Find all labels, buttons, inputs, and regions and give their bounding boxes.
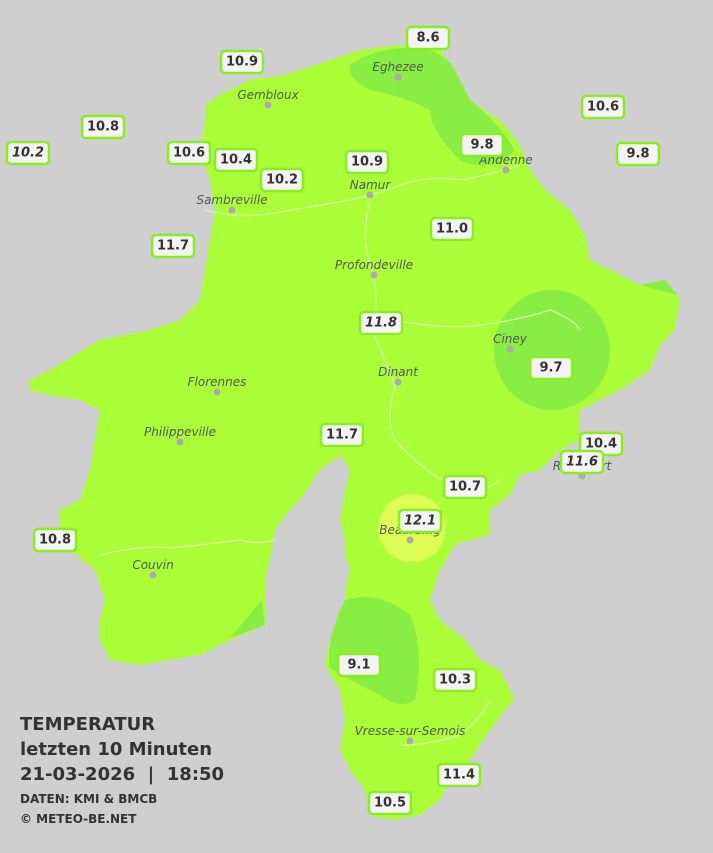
town-dot <box>264 101 272 109</box>
station-box <box>615 141 661 167</box>
station-value: 11.7 <box>326 428 358 443</box>
station-value: 10.7 <box>449 480 481 495</box>
credit: © METEO-BE.NET <box>20 812 137 826</box>
station-box <box>528 355 574 381</box>
town-label: Namur <box>350 178 392 192</box>
town-dot <box>406 737 414 745</box>
town-label: Profondeville <box>335 258 413 272</box>
cool-zone <box>640 280 678 295</box>
station-value: 11.8 <box>365 316 397 331</box>
town-dot <box>370 271 378 279</box>
cool-zone <box>329 597 419 704</box>
station-box <box>80 114 126 140</box>
station-box <box>442 474 488 500</box>
station-value: 10.4 <box>220 153 252 168</box>
stations: 8.6 10.9 10.6 10.8 10.2 10.6 10.4 9.8 9.8 10.9 10.… <box>5 25 661 816</box>
station-box <box>166 140 212 166</box>
town-label: Sambreville <box>196 193 267 207</box>
cool-zone <box>494 290 610 410</box>
town-dot <box>366 191 374 199</box>
subtitle: letzten 10 Minuten <box>20 739 212 760</box>
town-label: Philippeville <box>144 425 216 439</box>
station-value: 11.6 <box>566 455 598 470</box>
station-value: 10.3 <box>439 673 471 688</box>
station-value: 10.6 <box>587 100 619 115</box>
station-value: 10.5 <box>374 796 406 811</box>
station-box <box>459 132 505 158</box>
station-box <box>319 422 365 448</box>
station-value: 11.4 <box>443 768 475 783</box>
station-box <box>259 167 305 193</box>
station-value: 9.7 <box>539 361 562 376</box>
station-value: 10.8 <box>87 120 119 135</box>
station-value: 10.6 <box>173 146 205 161</box>
station-box <box>5 140 51 166</box>
station-box <box>344 149 390 175</box>
station-box <box>367 790 413 816</box>
river <box>399 699 491 746</box>
station-value: 9.1 <box>347 658 370 673</box>
station-box <box>397 508 443 534</box>
station-box <box>432 667 478 693</box>
station-box <box>580 94 626 120</box>
station-value: 11.0 <box>436 222 468 237</box>
station-value: 9.8 <box>470 138 493 153</box>
station-value: 10.9 <box>226 55 258 70</box>
town-dot <box>394 378 402 386</box>
town-label: Ciney <box>493 332 528 346</box>
title: TEMPERATUR <box>20 714 155 735</box>
town-dot <box>176 438 184 446</box>
river <box>99 539 276 556</box>
town-label: Vresse-sur-Semois <box>355 724 466 738</box>
town-dot <box>149 571 157 579</box>
cool-zone <box>230 600 265 638</box>
station-value: 10.4 <box>585 437 617 452</box>
river <box>394 309 581 331</box>
town-dot <box>502 166 510 174</box>
town-label: Couvin <box>132 558 173 572</box>
town-dot <box>213 388 221 396</box>
town-dot <box>394 73 402 81</box>
station-value: 9.8 <box>626 147 649 162</box>
town-label: Dinant <box>378 365 419 379</box>
station-box <box>32 527 78 553</box>
station-box <box>213 147 259 173</box>
station-value: 8.6 <box>416 31 439 46</box>
source: DATEN: KMI & BMCB <box>20 792 157 806</box>
station-value: 10.2 <box>12 146 44 161</box>
town-label: Florennes <box>188 375 247 389</box>
town-dot <box>506 345 514 353</box>
town-dot <box>228 206 236 214</box>
station-value: 11.7 <box>157 239 189 254</box>
town-label: Eghezee <box>372 60 423 74</box>
station-box <box>405 25 451 51</box>
station-value: 10.8 <box>39 533 71 548</box>
station-value: 12.1 <box>404 514 436 529</box>
station-box <box>358 310 404 336</box>
timestamp: 21-03-2026 | 18:50 <box>20 764 224 785</box>
station-box <box>150 233 196 259</box>
town-label: Gembloux <box>237 88 299 102</box>
town-dot <box>406 536 414 544</box>
station-box <box>219 49 265 75</box>
station-box <box>336 652 382 678</box>
station-box <box>429 216 475 242</box>
station-value: 10.2 <box>266 173 298 188</box>
station-box <box>559 449 605 475</box>
station-box <box>436 762 482 788</box>
station-value: 10.9 <box>351 155 383 170</box>
